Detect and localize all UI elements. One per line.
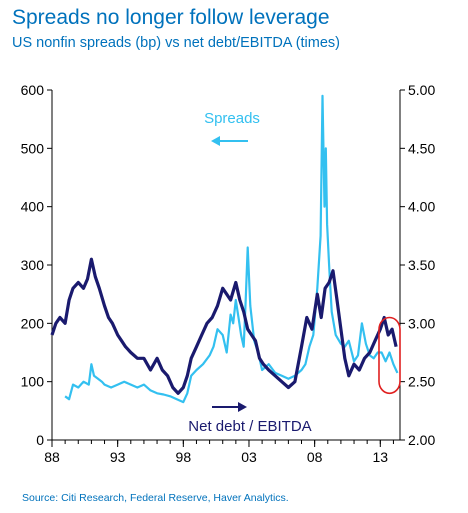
source-note: Source: Citi Research, Federal Reserve, … [22,492,289,504]
x-tick-label: 93 [110,449,126,465]
highlight-oval [378,316,401,395]
left-tick-label: 200 [21,315,45,331]
left-tick-label: 300 [21,257,45,273]
leverage-arrow-head [238,402,247,412]
right-tick-label: 5.00 [408,82,435,98]
left-tick-label: 500 [21,140,45,156]
left-tick-label: 0 [36,432,44,448]
chart-annotations: Spreads Net debt / EBITDA [188,110,401,435]
right-tick-label: 2.00 [408,432,435,448]
chart-series [50,94,399,404]
right-tick-label: 4.50 [408,140,435,156]
leverage-series-line [50,257,398,395]
x-tick-label: 13 [373,449,389,465]
spreads-label: Spreads [204,110,260,127]
spreads-arrow-head [211,136,220,146]
x-tick-label: 03 [241,449,257,465]
spreads-series-line [64,94,399,404]
right-tick-label: 2.50 [408,374,435,390]
left-tick-label: 600 [21,82,45,98]
x-tick-label: 98 [176,449,192,465]
x-tick-label: 08 [307,449,323,465]
page-title: Spreads no longer follow leverage [12,6,330,29]
page-subtitle: US nonfin spreads (bp) vs net debt/EBITD… [12,35,340,51]
left-tick-label: 400 [21,199,45,215]
leverage-label: Net debt / EBITDA [188,418,311,435]
right-tick-label: 3.50 [408,257,435,273]
right-tick-label: 3.00 [408,315,435,331]
right-tick-label: 4.00 [408,199,435,215]
left-tick-label: 100 [21,374,45,390]
x-tick-label: 88 [44,449,60,465]
